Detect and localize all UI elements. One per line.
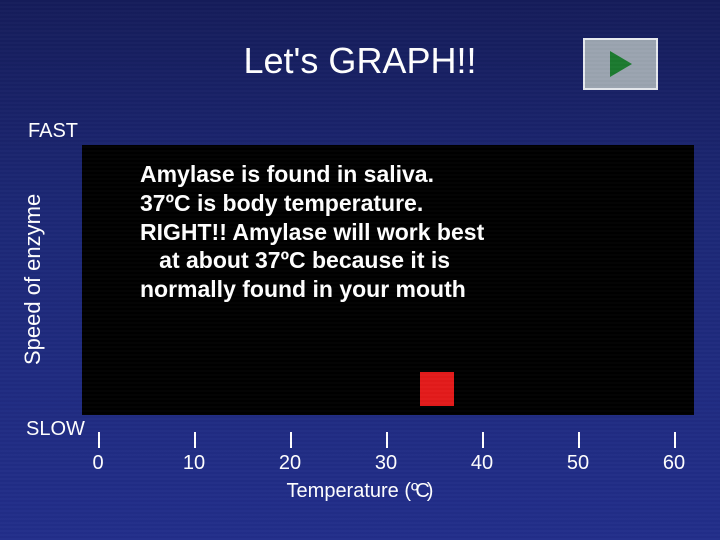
x-axis-ticks	[0, 432, 720, 448]
tick	[674, 432, 676, 448]
tick	[98, 432, 100, 448]
info-line: normally found in your mouth	[140, 275, 484, 304]
slide: Let's GRAPH!! FAST Speed of enzyme Amyla…	[0, 0, 720, 540]
x-axis-title-unit: ºC	[411, 480, 427, 503]
play-icon	[610, 51, 632, 77]
x-tick-label: 0	[92, 452, 103, 475]
info-text: Amylase is found in saliva. 37ºC is body…	[140, 160, 484, 304]
x-tick-label: 20	[279, 452, 301, 475]
x-axis-title: Temperature (ºC)	[0, 480, 720, 503]
tick	[386, 432, 388, 448]
tick	[194, 432, 196, 448]
info-line: at about 37ºC because it is	[140, 246, 484, 275]
x-axis-title-prefix: Temperature (	[287, 480, 412, 502]
y-axis-fast-label: FAST	[28, 120, 78, 143]
x-tick-label: 30	[375, 452, 397, 475]
tick	[578, 432, 580, 448]
tick	[290, 432, 292, 448]
stop-icon[interactable]	[418, 370, 456, 408]
y-axis-label: Speed of enzyme	[20, 194, 46, 365]
x-tick-label: 10	[183, 452, 205, 475]
x-axis-title-suffix: )	[427, 480, 434, 502]
play-button[interactable]	[583, 38, 658, 90]
info-line: 37ºC is body temperature.	[140, 189, 484, 218]
x-tick-label: 60	[663, 452, 685, 475]
x-tick-label: 50	[567, 452, 589, 475]
x-tick-label: 40	[471, 452, 493, 475]
info-line: Amylase is found in saliva.	[140, 160, 484, 189]
info-line: RIGHT!! Amylase will work best	[140, 218, 484, 247]
tick	[482, 432, 484, 448]
